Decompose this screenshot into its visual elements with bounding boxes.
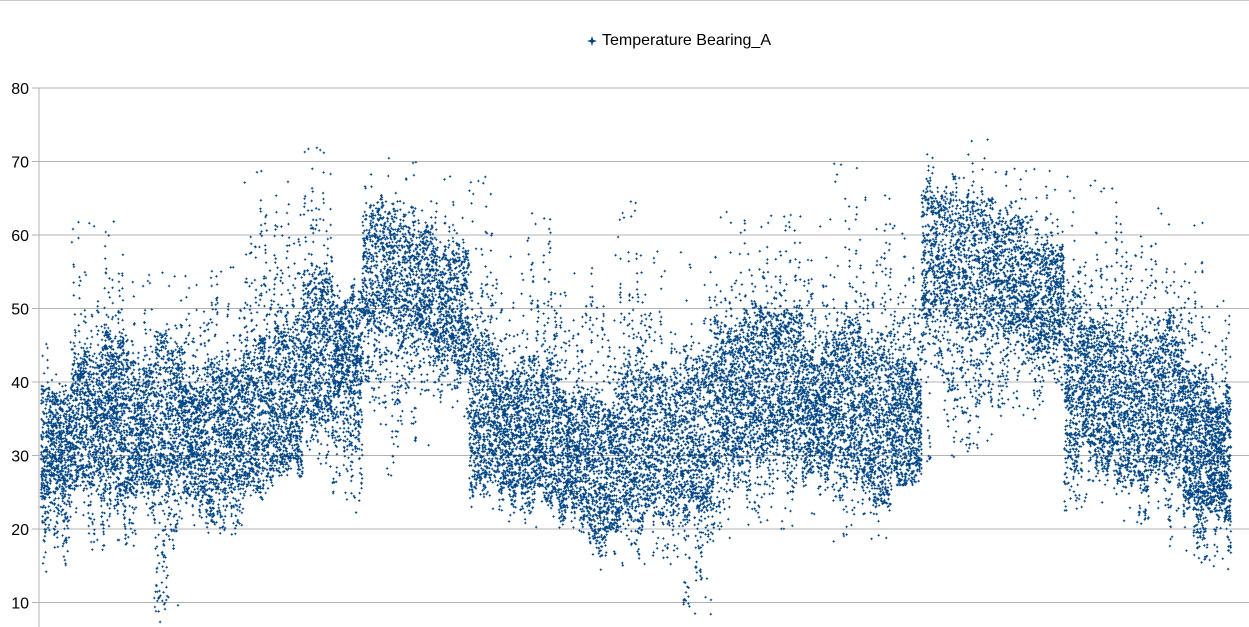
top-border-line — [0, 0, 1249, 1]
legend-marker-icon — [587, 36, 597, 46]
legend-label: Temperature Bearing_A — [602, 32, 771, 49]
y-tick-label: 70 — [11, 155, 29, 172]
legend: Temperature Bearing_A — [586, 31, 771, 51]
y-tick-label: 40 — [11, 375, 29, 392]
y-tick-label: 20 — [11, 522, 29, 539]
y-tick-label: 50 — [11, 302, 29, 319]
y-tick-label: 60 — [11, 228, 29, 245]
data-points-series — [39, 138, 1233, 624]
y-tick-label: 10 — [11, 596, 29, 613]
y-axis-ticks: 10 20 30 40 50 60 70 80 — [11, 81, 29, 613]
y-tick-label: 30 — [11, 449, 29, 466]
y-tick-label: 80 — [11, 81, 29, 98]
